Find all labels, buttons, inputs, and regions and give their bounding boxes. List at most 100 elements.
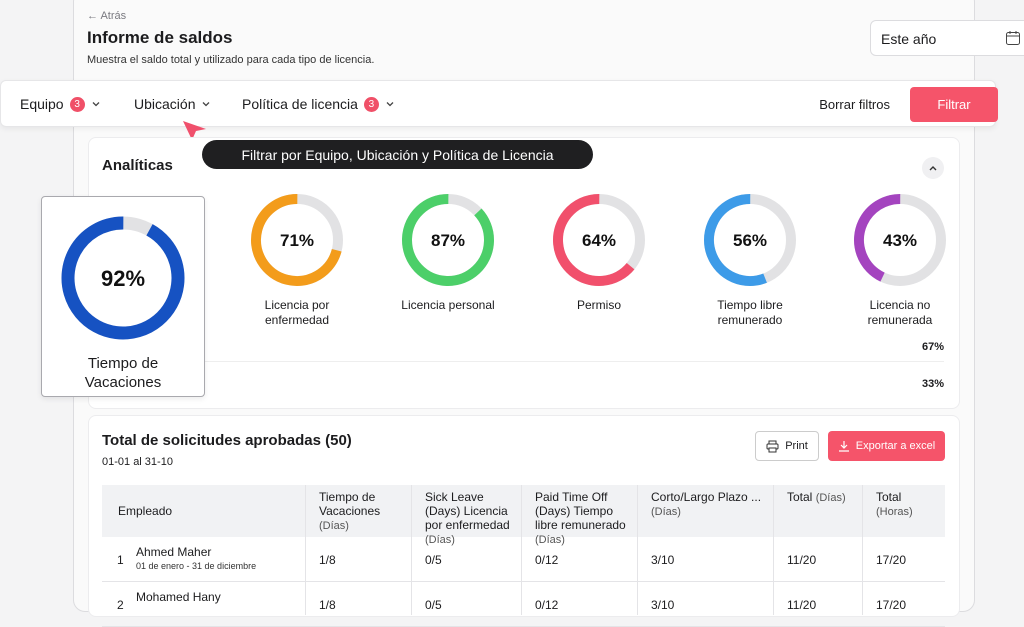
donut-value: 43% [883,231,917,250]
apply-filter-button[interactable]: Filtrar [910,87,998,122]
column-subtitle: (Días) [815,492,846,504]
donut-label: Tiempo libre remunerado [717,298,783,327]
filter-label: Ubicación [134,96,196,112]
table-cell: 1/8 [319,553,336,567]
requests-title: Total de solicitudes aprobadas (50) [102,432,352,449]
clear-filters[interactable]: Borrar filtros [819,97,890,112]
donut-label: Licencia por enfermedad [264,298,330,327]
table-cell: 17/20 [876,553,907,567]
column-title: Empleado [118,504,173,518]
column-header: Tiempo de Vacaciones (Días) [319,490,405,533]
table-cell: 17/20 [876,598,907,612]
chevron-path [92,102,100,107]
donut-arc [854,194,946,286]
table-cell: 0/5 [425,553,442,567]
calendar-icon [1006,31,1020,45]
table-cell: 3/10 [651,553,675,567]
donut-chart: 43% [854,194,946,286]
filter-dropdown[interactable]: Política de licencia 3 [242,96,395,112]
donut-label: Tiempo de Vacaciones [84,355,162,391]
table-cell: 3/10 [651,598,675,612]
pointer-cursor [183,121,206,140]
chevron-path [386,102,394,107]
chevron-down [92,102,100,107]
donut-label: Licencia no remunerada [867,298,933,327]
column-title: Corto/Largo Plazo ... [651,490,762,504]
column-header: Paid Time Off (Days) Tiempo libre remune… [535,490,631,547]
column-divider [862,485,863,615]
donut-chart: 92% [61,216,185,340]
filter-bar: Borrar filtros Filtrar Equipo 3 Ubicación P… [0,80,998,127]
column-header: Corto/Largo Plazo ... (Días) [651,490,767,519]
column-divider [411,485,412,615]
column-subtitle: (Días) [535,534,565,546]
donut-value: 71% [280,231,314,250]
print-button[interactable]: Print [755,431,819,461]
column-header: Sick Leave (Days) Licencia por enfermeda… [425,490,515,547]
table-cell: 0/12 [535,553,559,567]
donut-chart: 71% [251,194,343,286]
chevron-down [386,102,394,107]
column-header: Total (Días) [787,490,856,505]
column-subtitle: (Días) [425,534,455,546]
print-text: Print [785,440,808,452]
employee-name: Mohamed Hany [136,590,221,604]
donut-value: 92% [101,266,145,291]
date-filter[interactable]: Este año [870,20,1024,56]
column-title: Total [876,490,902,504]
column-divider [773,485,774,615]
filter-dropdown[interactable]: Ubicación [134,96,211,112]
table-cell: 11/20 [787,553,817,567]
table-cell: 0/5 [425,598,442,612]
analytics-card [88,137,960,409]
analytics-title: Analíticas [102,157,173,174]
page-subtitle: Muestra el saldo total y utilizado para … [87,54,375,66]
filter-dropdown[interactable]: Equipo 3 [20,96,101,112]
filter-badge: 3 [363,96,379,112]
table-cell: 11/20 [787,598,817,612]
column-divider [521,485,522,615]
chevron-up [929,166,937,171]
print-icon [766,440,779,452]
tooltip: Filtrar por Equipo, Ubicación y Política… [202,140,593,169]
column-header: Empleado [118,504,301,518]
column-subtitle: (Horas) [876,506,913,518]
filter-badge: 3 [69,96,85,112]
table-header [102,485,945,537]
chevron-down [203,102,210,107]
column-header: Total (Horas) [876,490,939,519]
employee-name: Ahmed Maher [136,545,212,559]
donut-chart: 64% [553,194,645,286]
donut-chart: 87% [402,194,494,286]
back-link[interactable]: ← Atrás [87,10,127,22]
column-subtitle: (Días) [319,520,349,532]
column-title: Paid Time Off (Days) Tiempo libre remune… [535,490,626,532]
donut-label: Licencia personal [401,298,495,312]
table-cell: 1/8 [319,598,336,612]
requests-range: 01-01 al 31-10 [102,456,173,468]
download-icon [838,441,849,452]
export-text: Exportar a excel [855,440,936,452]
extra-value: 33% [922,378,945,390]
donut-label: Permiso [576,298,621,312]
donut-value: 64% [582,231,616,250]
chevron-path [203,102,210,107]
divider [102,361,944,362]
donut-value: 87% [431,231,465,250]
donut-value: 56% [733,231,767,250]
export-button[interactable]: Exportar a excel [828,431,945,461]
filter-label: Equipo [20,96,64,112]
extra-value: 67% [922,341,945,353]
date-filter-text: Este año [881,31,937,47]
donut-arc [61,216,185,340]
column-divider [637,485,638,615]
donut-chart: 56% [704,194,796,286]
table-cell: 0/12 [535,598,559,612]
column-subtitle: (Días) [651,506,681,518]
employee-dates: 01 de enero - 31 de diciembre [136,561,257,571]
column-title: Sick Leave (Days) Licencia por enfermeda… [425,490,510,532]
row-index: 1 [117,553,124,567]
filter-label: Política de licencia [242,96,358,112]
collapse-button[interactable] [922,157,944,179]
